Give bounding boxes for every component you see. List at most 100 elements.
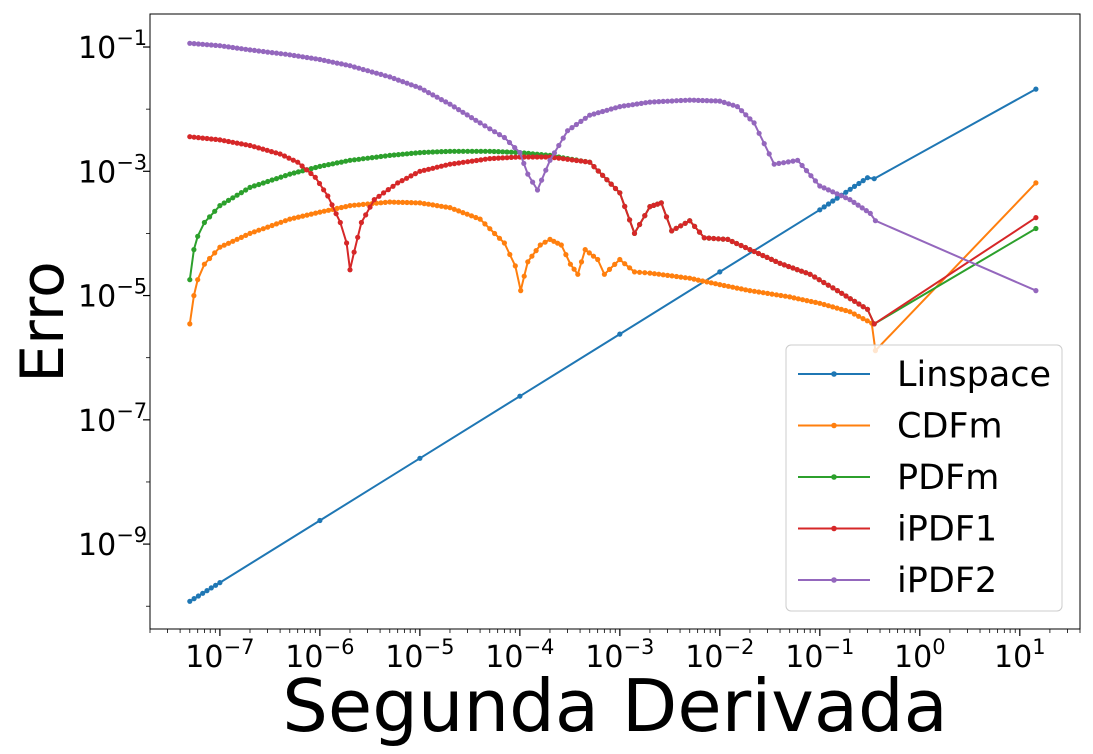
data-point [627,265,633,271]
data-point [755,250,762,257]
data-point [195,233,201,239]
data-point [456,107,462,113]
data-point [395,180,401,186]
series-cdfm [187,180,1039,354]
data-point [1033,180,1039,186]
data-point [238,190,244,196]
data-point [417,150,423,156]
data-point [291,170,297,176]
data-point [460,148,466,154]
data-point [739,108,745,114]
data-point [230,139,236,145]
data-point [651,271,658,277]
data-point [334,60,340,66]
data-point [660,98,666,104]
data-point [207,255,213,262]
data-point [608,181,614,187]
data-point [625,102,632,108]
data-point [400,151,406,157]
data-point [247,142,253,149]
data-point [612,185,619,192]
data-point [404,175,410,181]
data-point [351,249,357,255]
data-point [482,148,488,154]
data-point [595,110,601,116]
series-line-ipdf1 [189,135,1037,326]
data-point [742,244,749,251]
data-point [247,230,253,236]
data-point [325,193,331,199]
data-point [700,97,706,104]
data-point [360,201,366,207]
data-point [729,238,735,245]
data-point [507,251,513,258]
data-point [303,167,310,173]
legend-label: PDFm [897,458,999,498]
data-point [715,236,722,242]
data-point [856,301,862,307]
x-axis-tick-labels: 10−7 10−6 10−5 10−4 10−3 10−2 10−1 100 101 [185,635,1045,675]
data-point [338,159,344,165]
data-point [606,266,613,272]
data-point [864,306,871,312]
data-point [256,227,262,233]
data-point [343,158,349,164]
data-point [747,288,753,294]
data-point [478,148,484,154]
data-point [408,82,414,88]
data-point [781,160,787,166]
data-point [473,117,479,123]
data-point [325,58,332,64]
data-point [451,148,457,154]
data-point [273,150,279,156]
data-point [530,179,536,185]
data-point [565,156,571,162]
x-axis-label: Segunda Derivada [282,664,948,748]
data-point [782,293,788,299]
data-point [478,157,484,163]
data-point [812,178,819,184]
data-point [821,301,827,308]
data-point [217,580,223,586]
data-point [443,204,449,210]
data-point [369,69,375,75]
data-point [691,97,697,103]
data-point [230,195,236,201]
data-point [617,190,623,196]
data-point [187,277,193,283]
data-point [495,149,501,155]
data-point [347,267,353,273]
data-point [221,242,227,248]
data-point [701,235,707,241]
legend-entry-linspace: Linspace [798,355,1051,395]
data-point [512,145,518,151]
data-point [434,94,440,100]
data-point [373,154,380,160]
data-point [1033,225,1039,232]
data-point [387,199,393,205]
data-point [712,281,719,287]
data-point [760,290,766,296]
x-tick-label: 10−4 [485,635,554,675]
data-point [687,218,693,224]
data-point [195,277,201,283]
data-point [468,115,475,121]
data-point [417,200,423,206]
data-point [347,203,353,209]
data-point [443,99,449,105]
data-point [443,162,449,168]
data-point [582,115,588,121]
data-point [816,277,822,283]
data-point [855,202,861,208]
data-point [282,51,288,57]
data-point [760,252,766,259]
data-point [843,195,849,201]
data-point [201,261,207,267]
data-point [817,207,823,213]
data-point [344,240,350,246]
data-point [730,102,736,108]
data-point [738,286,744,292]
data-point [387,74,393,80]
data-point [747,247,753,253]
data-point [234,192,240,198]
